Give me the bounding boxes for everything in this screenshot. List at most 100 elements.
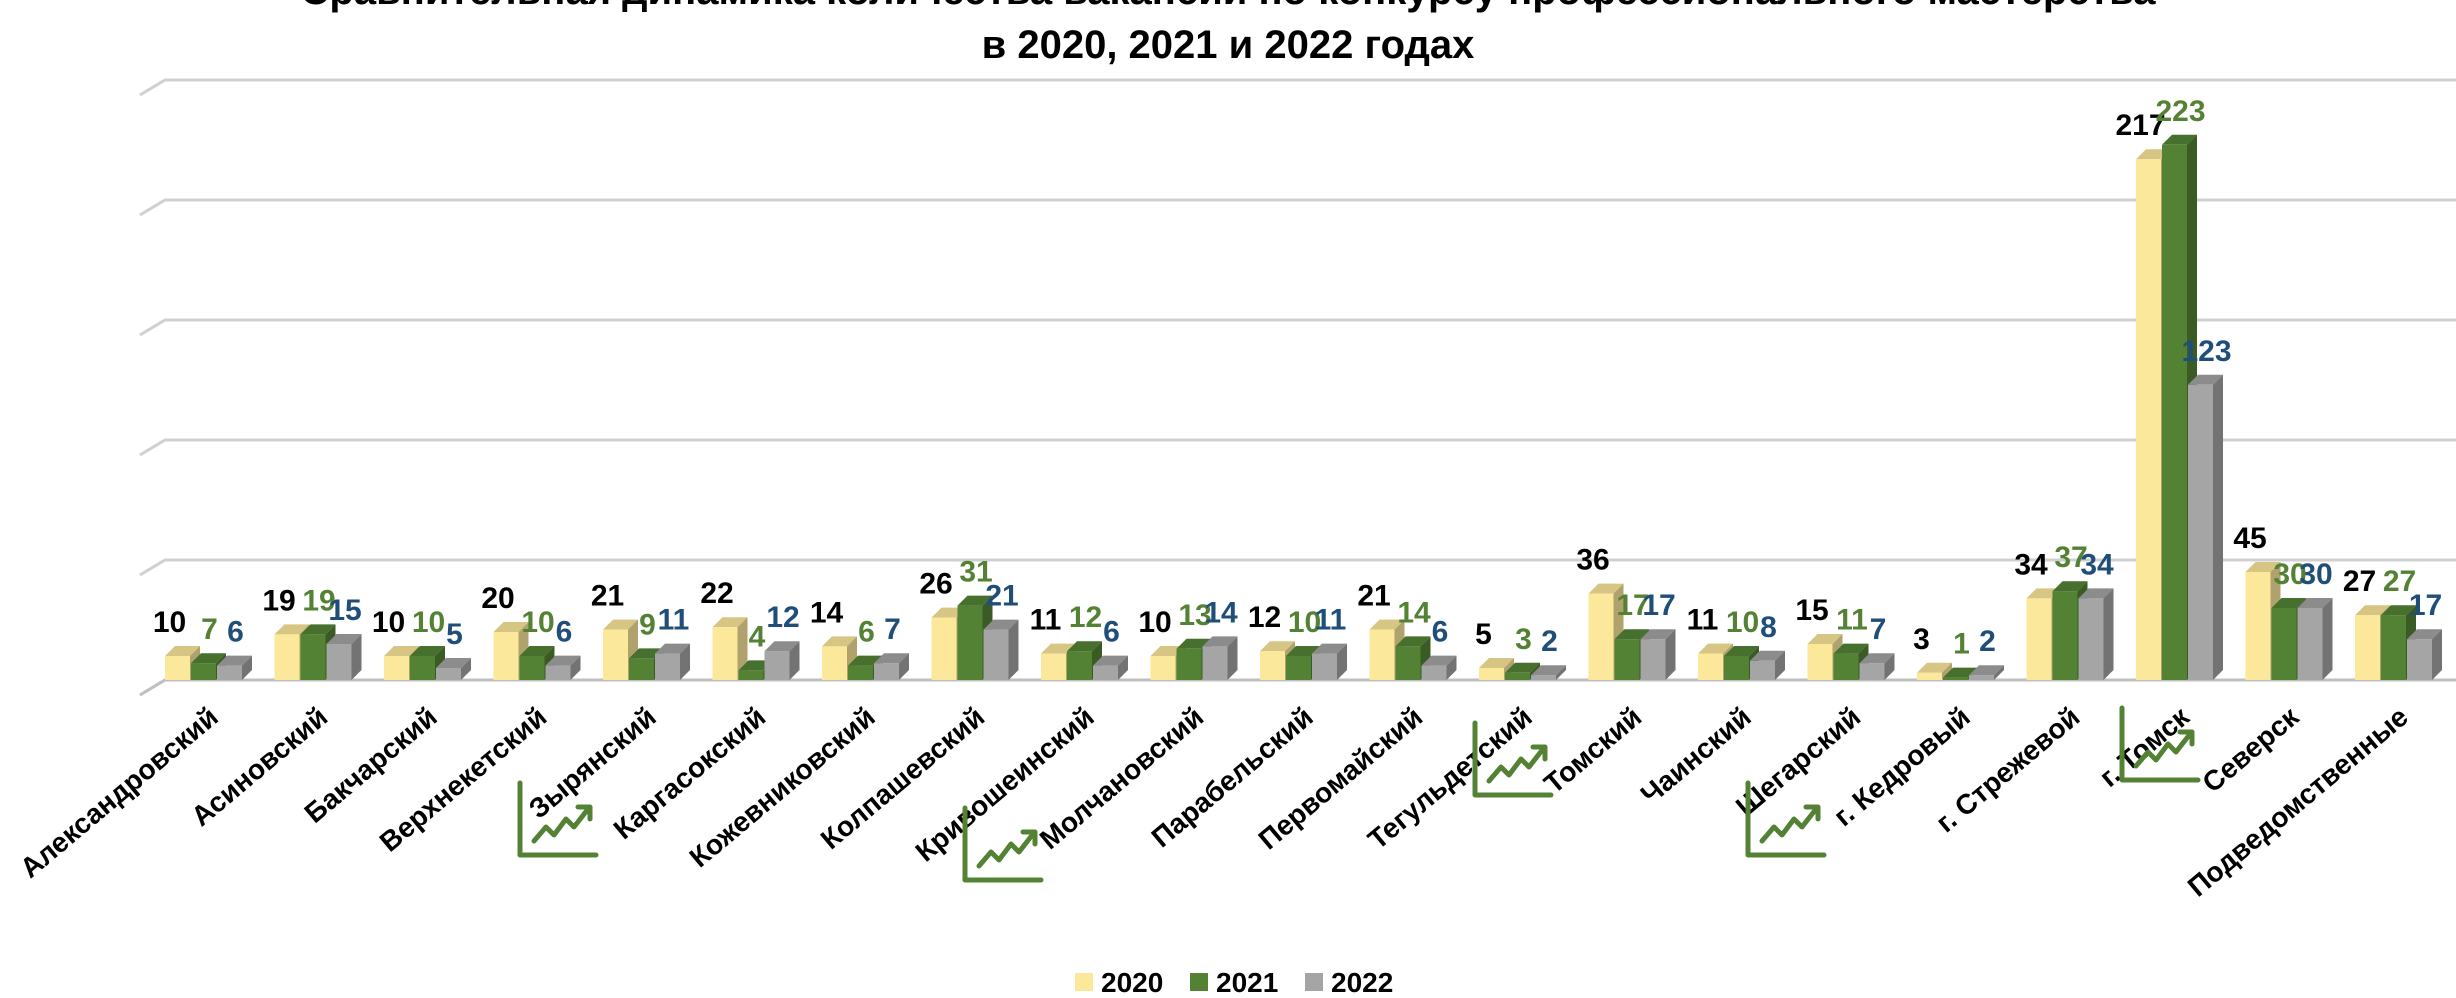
chart-title-line2: в 2020, 2021 и 2022 годах (982, 23, 1475, 67)
bar-side (1665, 629, 1676, 680)
bar-front (1833, 653, 1859, 680)
data-label-2020: 26 (919, 568, 952, 601)
bar-front (2188, 384, 2213, 680)
data-label-2021: 10 (1288, 606, 1321, 639)
gridline (139, 558, 2456, 577)
trend-line (1486, 746, 1546, 784)
bar-front (764, 651, 790, 680)
bar-front (1531, 675, 1556, 680)
data-label-2021: 223 (2155, 95, 2205, 128)
legend-swatch (1190, 973, 1208, 991)
bar-top (2052, 581, 2088, 592)
bar-front (2297, 608, 2323, 680)
data-label-2022: 7 (1870, 613, 1887, 646)
bar-front (1614, 639, 1640, 680)
bar-front (165, 656, 190, 680)
bar-top (1640, 629, 1676, 640)
bar-front (1067, 651, 1092, 680)
data-label-2022: 34 (2080, 548, 2114, 581)
gridline (139, 78, 2456, 97)
bar-front (1750, 660, 1775, 680)
data-label-2021: 19 (302, 584, 335, 617)
bar-front (1150, 656, 1176, 680)
data-label-2020: 19 (262, 584, 295, 617)
bar-front (848, 665, 873, 680)
bar-top (1395, 636, 1431, 647)
bar-2022 (2297, 598, 2333, 680)
data-label-2021: 37 (2054, 541, 2087, 574)
data-label-2021: 27 (2383, 565, 2416, 598)
bar-top (274, 624, 310, 635)
bar-top (1833, 643, 1869, 654)
bar-front (655, 653, 680, 680)
data-label-2020: 11 (1687, 604, 1719, 637)
data-label-2022: 12 (766, 601, 799, 634)
bar-2020 (822, 636, 857, 680)
bar-2022 (983, 619, 1019, 680)
bar-front (603, 629, 628, 680)
bar-top (2245, 562, 2281, 572)
bar-top (2355, 605, 2390, 616)
data-label-2021: 10 (521, 606, 554, 639)
bar-front (2271, 608, 2297, 680)
bar-front (1698, 653, 1723, 680)
axis-path (1472, 720, 1554, 798)
bar-side (1118, 655, 1128, 680)
data-label-2022: 2 (1979, 625, 1996, 658)
data-label-2020: 34 (2014, 548, 2048, 581)
legend-item-2022: 2022 (1305, 967, 1393, 998)
data-label-2020: 15 (1795, 594, 1828, 627)
data-label-2021: 10 (1726, 606, 1759, 639)
bar-top (1614, 629, 1650, 640)
chart-title-line1: Сравнительная динамика количества ваканс… (301, 0, 2157, 13)
bar-top (1750, 650, 1785, 661)
legend-label: 2020 (1101, 967, 1163, 998)
bar-2022 (1202, 636, 1238, 680)
data-label-2021: 12 (1069, 601, 1102, 634)
bar-top (545, 655, 581, 666)
bar-front (1260, 651, 1285, 680)
bar-side (2432, 629, 2442, 680)
arrow-head (1803, 804, 1821, 822)
data-label-2022: 2 (1541, 625, 1558, 658)
bar-front (217, 665, 242, 680)
data-label-2022: 7 (884, 613, 901, 646)
bar-side (1337, 643, 1347, 680)
data-label-2022: 17 (2409, 589, 2442, 622)
bar-top (519, 646, 555, 656)
data-label-2022: 123 (2181, 335, 2231, 368)
data-label-2021: 7 (201, 613, 218, 646)
bar-front (1312, 653, 1337, 680)
data-label-2022: 11 (1315, 604, 1347, 637)
bar-front (712, 627, 738, 680)
bar-top (1260, 641, 1295, 652)
axis-path (1745, 780, 1827, 858)
bar-side (789, 641, 800, 680)
bar-top (1369, 619, 1405, 630)
bar-top (1531, 665, 1566, 676)
data-label-2020: 11 (1030, 604, 1062, 637)
bar-series (165, 134, 2442, 681)
bar-side (899, 653, 909, 680)
bar-top (2162, 134, 2197, 145)
data-label-2020: 12 (1248, 601, 1281, 634)
gridlines (139, 78, 2456, 697)
bar-top (436, 658, 471, 668)
bar-2022 (326, 634, 362, 680)
bar-front (1093, 665, 1118, 680)
gridline (139, 678, 2456, 697)
data-label-2021: 13 (1178, 599, 1211, 632)
bar-top (822, 636, 857, 647)
data-label-2022: 6 (1103, 616, 1120, 649)
bar-side (2213, 374, 2223, 680)
bar-2022 (217, 655, 252, 680)
bar-side (680, 643, 690, 680)
bar-front (1395, 646, 1421, 680)
bar-front (1943, 677, 1968, 680)
category-label: Кривошеинский (910, 701, 1100, 868)
bar-2022 (1421, 655, 1457, 680)
bar-top (1421, 655, 1457, 666)
trend-up-icon (1472, 720, 1554, 798)
bar-front (1479, 668, 1504, 680)
